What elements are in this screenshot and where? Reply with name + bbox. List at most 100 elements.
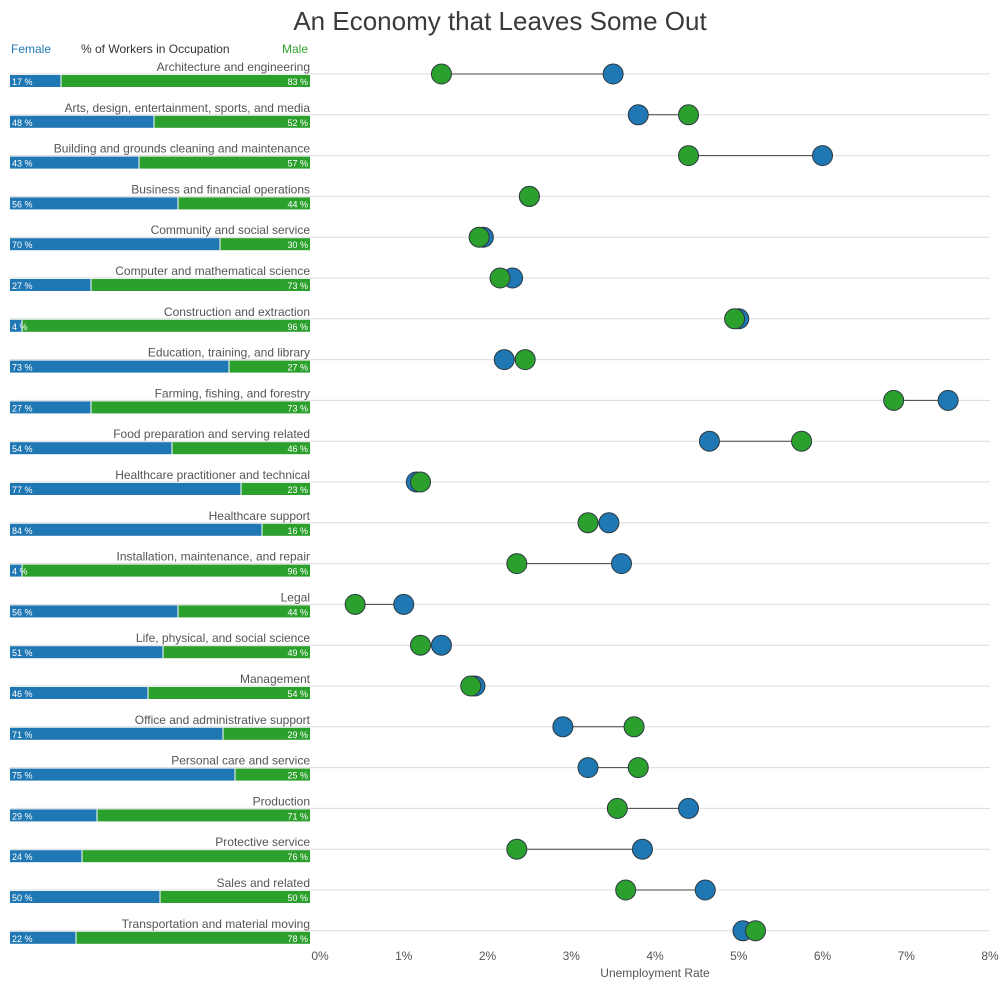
female-share-bar	[10, 360, 229, 373]
x-tick-label: 7%	[898, 949, 916, 963]
male-share-label: 83 %	[287, 77, 308, 87]
female-share-label: 70 %	[12, 240, 33, 250]
male-share-label: 54 %	[287, 689, 308, 699]
occupation-label: Farming, fishing, and forestry	[155, 386, 310, 400]
female-share-bar	[10, 442, 172, 455]
female-share-bar	[10, 850, 82, 863]
occupation-label: Community and social service	[151, 223, 311, 237]
male-rate-point	[627, 757, 649, 779]
male-share-label: 29 %	[287, 730, 308, 740]
female-rate-point	[698, 430, 720, 452]
male-share-label: 30 %	[287, 240, 308, 250]
occupation-label: Sales and related	[217, 876, 310, 890]
female-rate-point	[631, 838, 653, 860]
x-tick-label: 5%	[730, 949, 748, 963]
male-rate-point	[791, 430, 813, 452]
male-share-label: 96 %	[287, 322, 308, 332]
x-axis-label: Unemployment Rate	[600, 966, 710, 980]
female-rate-point	[430, 634, 452, 656]
share-header-label: % of Workers in Occupation	[81, 42, 230, 56]
male-rate-point	[518, 185, 540, 207]
male-share-bar	[61, 75, 310, 87]
female-share-bar	[10, 727, 223, 740]
female-share-label: 24 %	[12, 852, 33, 862]
male-share-bar	[97, 809, 310, 822]
female-rate-point	[627, 104, 649, 126]
male-share-bar	[172, 442, 310, 455]
female-share-bar	[10, 75, 61, 87]
female-rate-point	[577, 757, 599, 779]
x-tick-label: 2%	[479, 949, 497, 963]
x-tick-label: 0%	[311, 949, 329, 963]
x-tick-label: 4%	[646, 949, 664, 963]
female-rate-point	[552, 716, 574, 738]
male-rate-point	[344, 593, 366, 615]
male-share-bar	[148, 687, 310, 699]
female-share-label: 50 %	[12, 893, 33, 903]
female-share-bar	[10, 319, 22, 332]
male-rate-point	[577, 512, 599, 534]
female-rate-point	[694, 879, 716, 901]
female-share-label: 29 %	[12, 811, 33, 821]
male-rate-point	[489, 267, 511, 289]
female-share-label: 27 %	[12, 281, 33, 291]
female-share-label: 56 %	[12, 199, 33, 209]
female-share-bar	[10, 523, 262, 536]
occupation-label: Business and financial operations	[131, 182, 310, 196]
female-share-bar	[10, 238, 220, 251]
female-share-bar	[10, 687, 148, 699]
occupation-label: Education, training, and library	[148, 346, 310, 360]
male-share-bar	[262, 523, 310, 536]
occupation-label: Management	[240, 672, 311, 686]
female-share-label: 48 %	[12, 118, 33, 128]
male-rate-point	[615, 879, 637, 901]
male-share-bar	[22, 564, 310, 577]
occupation-label: Personal care and service	[171, 754, 310, 768]
male-rate-point	[468, 226, 490, 248]
female-rate-point	[493, 349, 515, 371]
occupation-label: Installation, maintenance, and repair	[117, 550, 310, 564]
female-share-bar	[10, 809, 97, 822]
occupation-label: Transportation and material moving	[122, 917, 310, 931]
male-share-bar	[160, 891, 310, 903]
x-tick-label: 3%	[563, 949, 581, 963]
male-share-bar	[91, 401, 310, 414]
female-share-label: 84 %	[12, 526, 33, 536]
female-share-bar	[10, 279, 91, 291]
female-share-bar	[10, 605, 178, 618]
male-rate-point	[623, 716, 645, 738]
occupation-label: Food preparation and serving related	[113, 427, 310, 441]
occupation-label: Legal	[281, 590, 310, 604]
female-share-bar	[10, 564, 22, 577]
female-share-bar	[10, 646, 163, 659]
male-share-label: 46 %	[287, 444, 308, 454]
male-share-bar	[220, 238, 310, 251]
occupation-label: Healthcare support	[209, 509, 311, 523]
occupation-label: Building and grounds cleaning and mainte…	[54, 142, 311, 156]
male-rate-point	[514, 349, 536, 371]
occupation-label: Healthcare practitioner and technical	[115, 468, 310, 482]
male-share-bar	[241, 483, 310, 495]
male-share-bar	[82, 850, 310, 863]
male-rate-point	[724, 308, 746, 330]
male-rate-point	[678, 104, 699, 126]
male-share-bar	[223, 727, 310, 740]
male-share-label: 44 %	[287, 607, 308, 617]
male-share-bar	[178, 197, 310, 210]
male-share-bar	[235, 768, 310, 781]
male-rate-point	[606, 797, 628, 819]
male-rate-point	[460, 675, 482, 697]
female-rate-point	[937, 389, 959, 411]
female-share-bar	[10, 115, 154, 128]
male-share-bar	[229, 360, 310, 373]
occupation-label: Life, physical, and social science	[136, 631, 310, 645]
female-share-bar	[10, 156, 139, 169]
male-share-bar	[76, 931, 310, 944]
male-share-label: 49 %	[287, 648, 308, 658]
male-share-label: 44 %	[287, 199, 308, 209]
male-rate-point	[883, 389, 905, 411]
male-share-label: 73 %	[287, 281, 308, 291]
male-share-bar	[22, 319, 310, 332]
male-share-label: 52 %	[287, 118, 308, 128]
